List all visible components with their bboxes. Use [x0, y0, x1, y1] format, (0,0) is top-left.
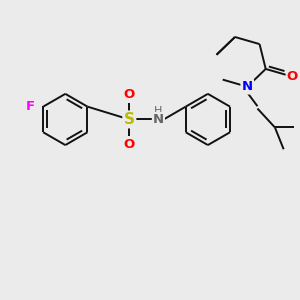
Text: N: N	[153, 113, 164, 126]
Text: O: O	[124, 138, 135, 151]
Text: O: O	[124, 88, 135, 100]
Text: O: O	[286, 70, 298, 83]
Text: S: S	[124, 112, 135, 127]
Text: F: F	[26, 100, 35, 113]
Text: H: H	[154, 106, 163, 116]
Text: N: N	[242, 80, 253, 93]
